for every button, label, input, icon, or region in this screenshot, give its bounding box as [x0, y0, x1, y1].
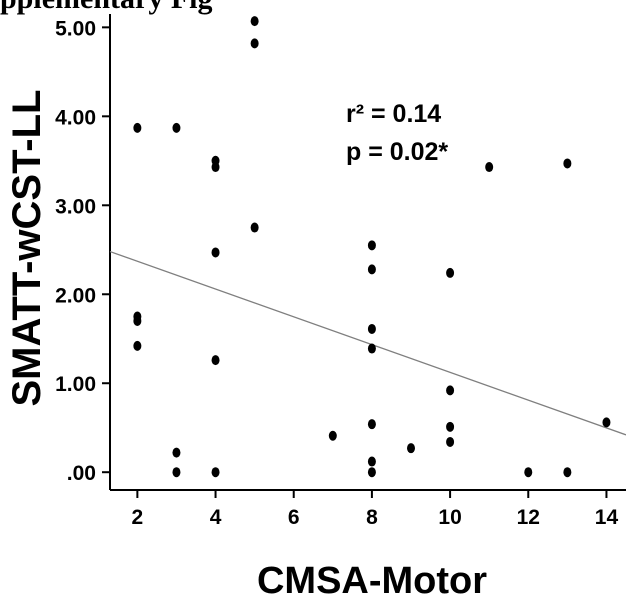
- y-tick-label: 1.00: [55, 373, 96, 396]
- data-point: [602, 417, 611, 428]
- data-point: [367, 240, 376, 251]
- data-point: [250, 38, 259, 49]
- x-tick-label: 12: [517, 506, 540, 529]
- y-tick-label: 5.00: [55, 17, 96, 40]
- y-axis-ticks: .00 1.00 2.00 3.00 4.00 5.00: [55, 17, 110, 485]
- data-point: [563, 158, 572, 169]
- data-point: [172, 447, 181, 458]
- x-tick-label: 8: [366, 506, 378, 529]
- plot-area: .00 1.00 2.00 3.00 4.00 5.00 2 4 6 8 10 12 14: [55, 14, 626, 529]
- data-point: [446, 267, 455, 278]
- data-points: [133, 16, 611, 478]
- data-point: [367, 343, 376, 354]
- data-point: [446, 385, 455, 396]
- figure-header-fragment: pplementary Fig: [0, 0, 212, 15]
- data-point: [485, 162, 494, 173]
- y-axis-label: SMATT-wCST-LL: [5, 90, 49, 407]
- x-tick-label: 4: [210, 506, 222, 529]
- data-point: [446, 436, 455, 447]
- data-point: [367, 264, 376, 275]
- regression-line: [109, 250, 626, 436]
- data-point: [133, 340, 142, 351]
- y-tick-label: 2.00: [55, 284, 96, 307]
- y-tick-label: .00: [67, 462, 96, 485]
- r-squared-annotation: r² = 0.14: [346, 100, 441, 128]
- data-point: [172, 122, 181, 133]
- x-tick-label: 14: [595, 506, 619, 529]
- data-point: [367, 419, 376, 430]
- x-axis-ticks: 2 4 6 8 10 12 14: [132, 490, 619, 529]
- data-point: [211, 162, 220, 173]
- p-value-annotation: p = 0.02*: [346, 138, 448, 166]
- x-tick-label: 2: [132, 506, 144, 529]
- y-tick-label: 4.00: [55, 106, 96, 129]
- x-tick-label: 6: [288, 506, 300, 529]
- x-tick-label: 10: [438, 506, 461, 529]
- data-point: [211, 247, 220, 258]
- data-point: [250, 16, 259, 27]
- data-point: [133, 122, 142, 133]
- data-point: [172, 467, 181, 478]
- data-point: [211, 467, 220, 478]
- data-point: [367, 467, 376, 478]
- y-tick-label: 3.00: [55, 195, 96, 218]
- data-point: [211, 355, 220, 366]
- x-axis-label: CMSA-Motor: [257, 560, 487, 602]
- data-point: [328, 430, 337, 441]
- data-point: [407, 443, 415, 454]
- data-point: [367, 456, 376, 467]
- data-point: [446, 421, 455, 432]
- data-point: [524, 467, 533, 478]
- data-point: [250, 222, 259, 233]
- data-point: [563, 467, 572, 478]
- data-point: [133, 315, 142, 326]
- data-point: [367, 323, 376, 334]
